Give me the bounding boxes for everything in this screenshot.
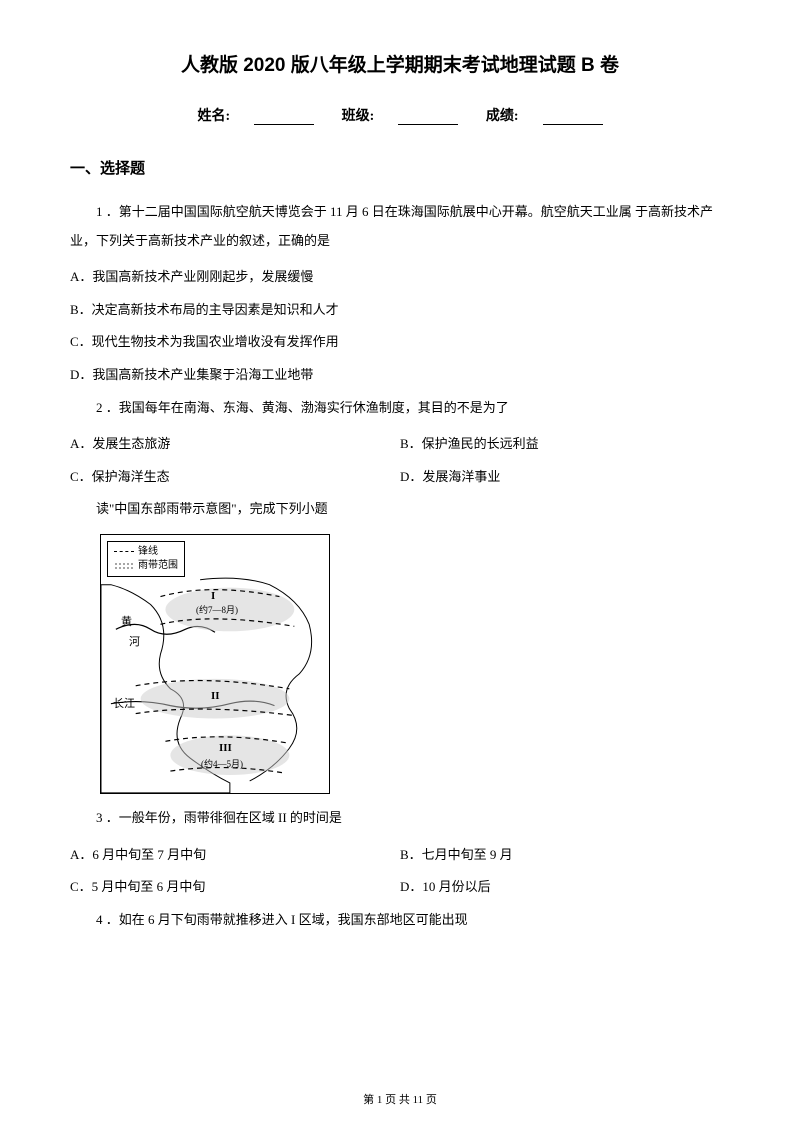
class-label: 班级: bbox=[342, 109, 375, 124]
name-label: 姓名: bbox=[197, 109, 230, 124]
map-label-zone1: I bbox=[211, 590, 215, 602]
question-1-option-c: C．现代生物技术为我国农业增收没有发挥作用 bbox=[70, 328, 730, 357]
question-4-text: 4 ．如在 6 月下旬雨带就推移进入 I 区域，我国东部地区可能出现 bbox=[70, 906, 730, 935]
map-label-zone3: III bbox=[219, 742, 232, 754]
question-2-text: 2 ．我国每年在南海、东海、黄海、渤海实行休渔制度，其目的不是为了 bbox=[70, 394, 730, 423]
map-label-zone3-time: (约4—5月) bbox=[201, 757, 243, 770]
question-1-option-a: A．我国高新技术产业刚刚起步，发展缓慢 bbox=[70, 263, 730, 292]
question-3-option-a: A．6 月中旬至 7 月中旬 bbox=[70, 841, 400, 870]
map-svg bbox=[101, 535, 329, 793]
question-1-option-b: B．决定高新技术布局的主导因素是知识和人才 bbox=[70, 296, 730, 325]
map-label-huang: 黄 bbox=[121, 613, 132, 629]
page-title: 人教版 2020 版八年级上学期期末考试地理试题 B 卷 bbox=[70, 50, 730, 77]
map-label-zone2: II bbox=[211, 690, 220, 702]
score-label: 成绩: bbox=[486, 109, 519, 124]
class-blank bbox=[398, 111, 458, 125]
question-3-option-b: B．七月中旬至 9 月 bbox=[400, 841, 730, 870]
score-blank bbox=[543, 111, 603, 125]
map-label-he: 河 bbox=[129, 633, 140, 649]
map-intro-text: 读"中国东部雨带示意图"，完成下列小题 bbox=[70, 495, 730, 524]
question-2-option-b: B．保护渔民的长远利益 bbox=[400, 430, 730, 459]
question-2-option-c: C．保护海洋生态 bbox=[70, 463, 400, 492]
map-figure: 锋线 雨带范围 黄 河 长江 I (约7—8月) II III (约4—5月) bbox=[100, 534, 330, 794]
map-label-zone1-time: (约7—8月) bbox=[196, 603, 238, 616]
map-label-changjiang: 长江 bbox=[113, 695, 135, 711]
page-footer: 第 1 页 共 11 页 bbox=[0, 1091, 800, 1107]
question-3-text: 3 ．一般年份，雨带徘徊在区域 II 的时间是 bbox=[70, 804, 730, 833]
question-1-text: 1 ．第十二届中国国际航空航天博览会于 11 月 6 日在珠海国际航展中心开幕。… bbox=[70, 198, 730, 255]
question-3-option-c: C．5 月中旬至 6 月中旬 bbox=[70, 873, 400, 902]
question-1-option-d: D．我国高新技术产业集聚于沿海工业地带 bbox=[70, 361, 730, 390]
section-title: 一、选择题 bbox=[70, 157, 730, 178]
question-3-option-d: D．10 月份以后 bbox=[400, 873, 730, 902]
question-2-option-d: D．发展海洋事业 bbox=[400, 463, 730, 492]
name-blank bbox=[254, 111, 314, 125]
question-2-option-a: A．发展生态旅游 bbox=[70, 430, 400, 459]
student-info-line: 姓名: 班级: 成绩: bbox=[70, 105, 730, 125]
